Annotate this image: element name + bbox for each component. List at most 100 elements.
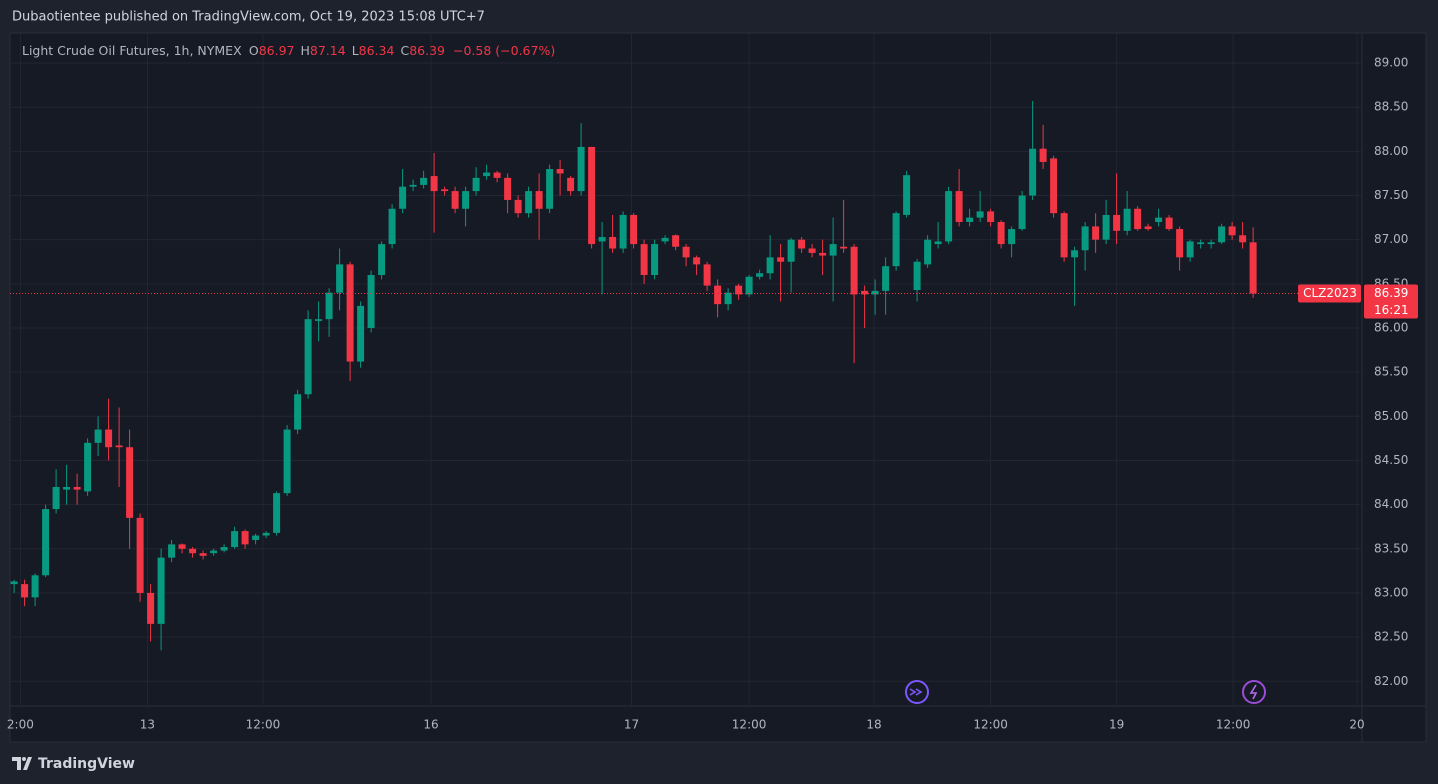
candle-body (420, 177, 428, 185)
candle-body (630, 214, 638, 245)
x-tick-label: 13 (140, 718, 155, 732)
countdown-label: 16:21 (1374, 303, 1409, 317)
candle-body (336, 264, 344, 293)
candle-body (84, 442, 92, 492)
y-tick-label: 83.00 (1374, 585, 1408, 599)
y-tick-label: 82.50 (1374, 630, 1408, 644)
candle-body (1113, 214, 1121, 231)
chart-panel (9, 32, 1427, 743)
candle-body (399, 186, 407, 209)
candle-body (1249, 242, 1257, 294)
y-tick-label: 87.00 (1374, 232, 1408, 246)
price-label: 86.39 (1374, 286, 1408, 300)
candle-body (21, 584, 29, 598)
candle-body (63, 486, 71, 490)
candle-body (388, 208, 396, 245)
y-tick-label: 88.00 (1374, 144, 1408, 158)
candle-body (1008, 229, 1016, 245)
candle-body (220, 547, 228, 551)
y-tick-label: 85.50 (1374, 365, 1408, 379)
candle-body (661, 237, 669, 242)
footer-logo (12, 757, 32, 770)
candle-body (115, 445, 123, 448)
candle-body (829, 244, 837, 256)
h-label: H (300, 43, 309, 58)
candle-body (1165, 217, 1173, 230)
candle-body (798, 239, 806, 249)
candle-body (294, 394, 302, 430)
y-tick-label: 84.00 (1374, 497, 1408, 511)
candle-body (136, 517, 144, 593)
candle-body (1050, 158, 1058, 214)
candle-body (73, 486, 81, 490)
l-label: L (352, 43, 359, 58)
x-tick-label: 12:00 (1216, 718, 1251, 732)
candle-body (556, 169, 564, 174)
candle-body (1071, 250, 1079, 258)
grid (10, 33, 1362, 706)
candle-body (514, 199, 522, 214)
event-icon (1242, 680, 1266, 704)
candle-body (210, 550, 218, 554)
candle-body (651, 244, 659, 275)
change: −0.58 (−0.67%) (453, 43, 555, 58)
candle-body (913, 261, 921, 291)
candle-body (451, 191, 459, 209)
y-tick-label: 82.00 (1374, 674, 1408, 688)
candle-body (819, 252, 827, 256)
header: Dubaotientee published on TradingView.co… (12, 10, 485, 25)
candle-body (462, 191, 470, 209)
candle-body (1186, 241, 1194, 258)
y-tick-label: 85.00 (1374, 409, 1408, 423)
candle-body (1102, 214, 1110, 240)
candle-body (241, 531, 249, 545)
candle-body (535, 191, 543, 209)
candle-body (777, 257, 785, 262)
c-label: C (400, 43, 409, 58)
candle-body (231, 531, 239, 548)
candle-body (567, 177, 575, 192)
candle-body (168, 544, 176, 558)
candle-body (756, 273, 764, 277)
candle-body (892, 213, 900, 267)
candle-body (1092, 226, 1100, 240)
x-tick-label: 12:00 (732, 718, 767, 732)
candle-body (609, 237, 617, 249)
candle-body (850, 246, 858, 295)
candles (10, 101, 1257, 651)
o-label: O (249, 43, 259, 58)
price-tag (1364, 284, 1418, 319)
candle-body (189, 548, 197, 554)
candle-body (1197, 242, 1205, 245)
candle-body (94, 429, 102, 443)
candle-body (1060, 213, 1068, 258)
x-tick-label: 2:00 (7, 718, 34, 732)
candle-body (273, 493, 281, 533)
symbol-label: CLZ2023 (1303, 286, 1357, 300)
candle-body (724, 292, 732, 305)
candle-body (924, 239, 932, 265)
candle-body (861, 290, 869, 295)
legend-title: Light Crude Oil Futures, 1h, NYMEX (22, 43, 242, 58)
candle-body (504, 177, 512, 200)
candle-body (546, 169, 554, 209)
candle-body (577, 146, 585, 192)
candle-body (987, 211, 995, 223)
candle-body (714, 285, 722, 305)
candle-body (693, 257, 701, 265)
candle-body (903, 175, 911, 215)
candle-body (346, 264, 354, 362)
candle-body (787, 239, 795, 262)
candle-body (378, 244, 386, 275)
candle-body (525, 191, 533, 214)
candle-body (10, 581, 18, 585)
l-value: 86.34 (359, 43, 395, 58)
candle-body (199, 553, 207, 556)
candle-body (955, 191, 963, 223)
candle-body (409, 184, 417, 187)
y-tick-label: 83.50 (1374, 541, 1408, 555)
x-tick-label: 12:00 (973, 718, 1008, 732)
candle-body (619, 214, 627, 249)
candle-body (157, 557, 165, 624)
